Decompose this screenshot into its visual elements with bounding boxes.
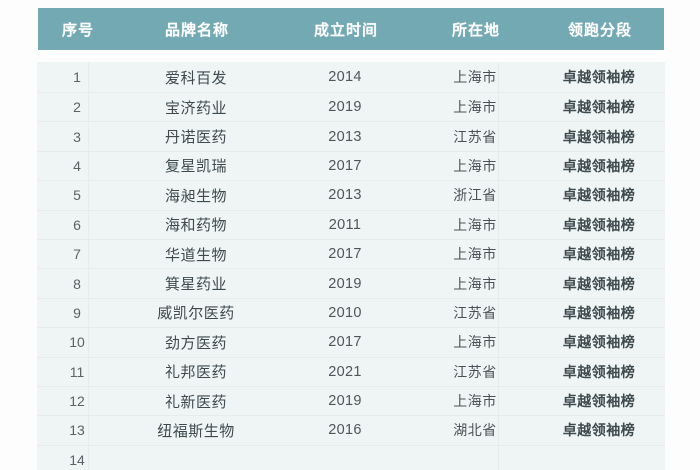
cell-segment: 卓越领袖榜 [562, 216, 636, 233]
table-row: 3 丹诺医药 2013 江苏省 卓越领袖榜 [37, 122, 665, 152]
cell-location: 上海市 [453, 246, 497, 263]
cell-founded: 2021 [328, 363, 362, 380]
column-divider-location [498, 62, 499, 470]
cell-founded: 2017 [328, 157, 362, 174]
cell-segment: 卓越领袖榜 [562, 393, 636, 410]
cell-index: 12 [69, 393, 85, 410]
cell-brand: 爱科百发 [164, 69, 227, 87]
cell-index: 13 [69, 422, 85, 439]
cell-location: 浙江省 [453, 187, 497, 204]
cell-location: 上海市 [453, 99, 497, 116]
cell-brand: 华道生物 [164, 246, 227, 264]
cell-index: 5 [73, 187, 81, 204]
cell-segment: 卓越领袖榜 [562, 128, 636, 145]
cell-segment: 卓越领袖榜 [562, 363, 636, 380]
column-header-segment: 领跑分段 [567, 21, 632, 39]
cell-segment: 卓越领袖榜 [562, 246, 636, 263]
cell-index: 2 [73, 99, 81, 116]
table-body: 1 爱科百发 2014 上海市 卓越领袖榜 2 宝济药业 2019 上海市 卓越… [37, 62, 665, 470]
table-row: 1 爱科百发 2014 上海市 卓越领袖榜 [37, 62, 665, 93]
cell-brand: 劲方医药 [164, 334, 227, 352]
cell-location: 江苏省 [453, 363, 497, 380]
cell-segment: 卓越领袖榜 [562, 99, 636, 116]
cell-location: 上海市 [453, 216, 497, 233]
cell-index: 8 [73, 275, 81, 292]
cell-segment: 卓越领袖榜 [562, 157, 636, 174]
cell-founded: 2011 [328, 216, 362, 233]
cell-location: 江苏省 [453, 128, 497, 145]
cell-location: 上海市 [453, 393, 497, 410]
cell-location: 上海市 [453, 275, 497, 292]
table-row: 2 宝济药业 2019 上海市 卓越领袖榜 [37, 93, 665, 123]
cell-location: 上海市 [453, 334, 497, 351]
cell-brand: 礼新医药 [164, 393, 227, 411]
column-header-location: 所在地 [451, 21, 500, 39]
cell-segment: 卓越领袖榜 [562, 334, 636, 351]
table-row: 8 箕星药业 2019 上海市 卓越领袖榜 [37, 269, 665, 299]
cell-founded: 2017 [328, 246, 362, 263]
table-row: 9 威凯尔医药 2010 江苏省 卓越领袖榜 [37, 299, 665, 329]
cell-brand: 箕星药业 [164, 276, 227, 294]
cell-index: 6 [73, 216, 81, 233]
cell-index: 9 [73, 304, 81, 321]
cell-segment: 卓越领袖榜 [562, 187, 636, 204]
column-divider-index [88, 62, 89, 470]
cell-index: 1 [73, 69, 81, 85]
table-row: 5 海昶生物 2013 浙江省 卓越领袖榜 [37, 181, 665, 211]
cell-founded: 2019 [328, 99, 362, 116]
cell-founded: 2017 [328, 334, 362, 351]
cell-brand: 海和药物 [164, 217, 227, 235]
cell-segment: 卓越领袖榜 [562, 275, 636, 292]
cell-brand: 威凯尔医药 [157, 305, 235, 323]
cell-location: 上海市 [453, 69, 497, 85]
cell-location: 江苏省 [453, 304, 497, 321]
cell-segment: 卓越领袖榜 [562, 422, 636, 439]
cell-founded: 2019 [328, 393, 362, 410]
column-header-index: 序号 [61, 21, 94, 39]
cell-founded: 2019 [328, 275, 362, 292]
cell-brand: 宝济药业 [164, 99, 227, 117]
table-row: 10 劲方医药 2017 上海市 卓越领袖榜 [37, 328, 665, 358]
cell-brand: 海昶生物 [164, 187, 227, 205]
table-row: 6 海和药物 2011 上海市 卓越领袖榜 [37, 211, 665, 240]
column-header-founded: 成立时间 [313, 21, 378, 39]
cell-index: 3 [73, 128, 81, 145]
cell-brand: 纽福斯生物 [157, 422, 235, 440]
cell-location: 上海市 [453, 157, 497, 174]
cell-index: 11 [69, 363, 85, 380]
cell-founded: 2014 [328, 69, 362, 85]
cell-location: 湖北省 [453, 422, 497, 439]
cell-founded: 2013 [328, 187, 362, 204]
cell-index: 7 [73, 246, 81, 263]
cell-brand: 丹诺医药 [164, 129, 227, 147]
table-header-row: 序号 品牌名称 成立时间 所在地 领跑分段 [38, 8, 664, 50]
cell-brand: 复星凯瑞 [164, 158, 227, 176]
cell-segment: 卓越领袖榜 [562, 304, 636, 321]
cell-index: 14 [69, 451, 85, 468]
table-row-truncated: 14 [37, 446, 665, 470]
cell-index: 4 [73, 157, 81, 174]
cell-brand: 礼邦医药 [164, 364, 227, 382]
table-row: 13 纽福斯生物 2016 湖北省 卓越领袖榜 [37, 416, 665, 446]
cell-founded: 2016 [328, 422, 362, 439]
table-row: 11 礼邦医药 2021 江苏省 卓越领袖榜 [37, 358, 665, 387]
cell-founded: 2013 [328, 128, 362, 145]
column-header-brand: 品牌名称 [164, 21, 229, 39]
table-row: 12 礼新医药 2019 上海市 卓越领袖榜 [37, 387, 665, 417]
cell-founded: 2010 [328, 304, 362, 321]
table-row: 4 复星凯瑞 2017 上海市 卓越领袖榜 [37, 152, 665, 182]
cell-index: 10 [69, 334, 85, 351]
table-row: 7 华道生物 2017 上海市 卓越领袖榜 [37, 240, 665, 270]
cell-segment: 卓越领袖榜 [562, 69, 636, 85]
